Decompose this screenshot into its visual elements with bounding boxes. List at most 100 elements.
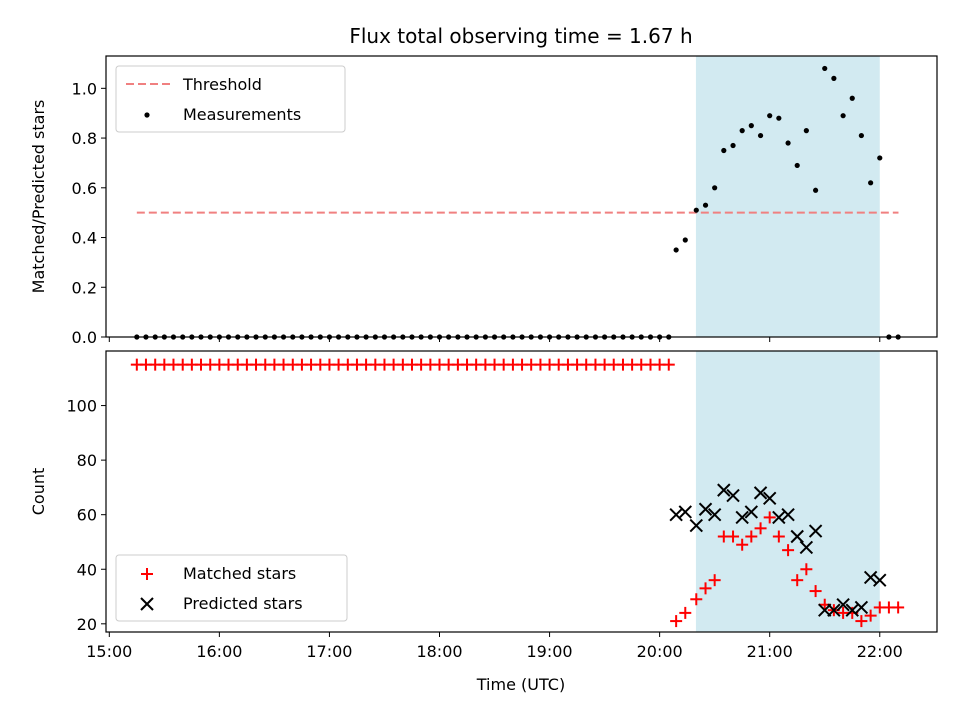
predicted-stars-point [744,505,759,519]
matched-stars-point [736,538,749,551]
matched-stars-point [670,615,683,628]
x-tick-label: 19:00 [527,642,573,661]
matched-stars-point [809,585,822,598]
x-tick-label: 16:00 [196,642,242,661]
x-tick-label: 18:00 [416,642,462,661]
matched-stars-point [855,615,868,628]
ratio-plot-frame [105,55,938,338]
matched-stars-point [727,530,740,543]
predicted-stars-point-b [799,540,814,555]
measurement-point [673,247,679,253]
chart-title: Flux total observing time = 1.67 h [349,24,692,48]
measurement-point [730,142,736,149]
predicted-stars-point-b [873,573,887,587]
measurement-point [702,202,709,208]
predicted-stars-point [678,505,692,519]
measurement-point [757,132,764,139]
measurement-point [721,147,727,154]
y-tick-label: 0.2 [72,278,97,297]
measurements-legend-swatch [144,112,150,118]
x-tick-label: 21:00 [747,642,793,661]
x-tick-label: 17:00 [306,642,352,661]
predicted-stars-point-b [790,529,804,544]
measurement-point [739,128,745,134]
predicted-stars-point [772,510,786,525]
ratio-y-axis-label: Matched/Predicted stars [29,100,48,294]
measurement-point [840,113,846,119]
x-tick-label: 20:00 [637,642,683,661]
measurement-point [812,187,819,193]
count-y-axis-label: Count [29,468,48,516]
predicted-stars-point-b [707,507,722,522]
measurement-point [877,155,883,161]
y-tick-label: 20 [77,615,97,634]
matched-stars-point [892,601,905,614]
matched-stars-point [662,358,675,371]
y-tick-label: 0.0 [72,328,97,347]
predicted-stars-point [707,507,722,522]
predicted-stars-point [790,529,804,544]
matched-stars-point [699,582,712,595]
predicted-stars-point [689,518,703,533]
measurement-point [776,115,782,121]
measurement-point [831,75,837,81]
predicted-stars-point [854,600,869,615]
measurement-point [712,185,718,191]
predicted-stars-point-b [827,603,841,617]
observing-window-shade [695,351,880,632]
measurement-point [849,95,855,101]
measurements-legend-label: Measurements [183,105,301,124]
predicted-stars-point-b [753,486,768,500]
matched-stars-point [791,574,804,587]
y-tick-label: 100 [66,397,97,416]
predicted-stars-point [808,524,823,538]
count-plot-area [130,358,905,628]
y-tick-label: 1.0 [72,79,97,98]
count-axes: 20 40 60 80 100 15:00 16:00 17:00 18:00 19:00 20:0… [66,397,902,661]
predicted-stars-point-b [726,488,740,503]
matched-stars-point [782,544,795,557]
predicted-stars-point [735,510,749,525]
threshold-legend-label: Threshold [182,75,262,94]
predicted-stars-legend-swatch [140,597,154,611]
measurement-point [748,123,754,129]
predicted-stars-point [762,491,777,506]
measurement-point [794,162,800,169]
ratio-legend: Threshold Measurements [115,65,346,133]
predicted-stars-point-b [808,524,823,538]
measurement-point [803,128,809,134]
predicted-stars-point [827,603,841,617]
predicted-stars-point-b [689,518,703,533]
count-plot-frame [105,350,938,633]
ratio-plot-area [134,65,901,340]
predicted-stars-point [698,502,713,516]
matched-stars-point [763,511,776,524]
predicted-stars-point [863,570,878,585]
predicted-stars-point-b [669,507,683,522]
predicted-stars-point [781,507,795,522]
predicted-stars-point-b [698,502,713,516]
predicted-stars-point [836,598,850,612]
predicted-stars-point-b [735,510,749,525]
matched-stars-point [864,609,877,622]
y-tick-label: 80 [77,451,97,470]
matched-stars-point [679,606,692,619]
predicted-stars-point-b [845,603,859,617]
count-panel: 20 40 60 80 100 15:00 16:00 17:00 18:00 19:00 20:0… [29,350,938,694]
matched-stars-point [800,563,813,576]
predicted-stars-legend-label: Predicted stars [183,594,303,613]
count-legend: Matched stars Predicted stars [115,554,348,622]
predicted-stars-point-b [854,600,869,615]
y-tick-label: 40 [77,560,97,579]
predicted-stars-point-b [717,483,731,497]
measurement-point [868,180,874,186]
matched-stars-point [754,522,767,535]
y-tick-label: 60 [77,506,97,525]
y-tick-label: 0.8 [72,129,97,148]
measurement-point [822,65,828,72]
y-tick-label: 0.6 [72,179,97,198]
measurement-point [858,132,864,139]
predicted-stars-point-b [744,505,759,519]
predicted-stars-point [753,486,768,500]
